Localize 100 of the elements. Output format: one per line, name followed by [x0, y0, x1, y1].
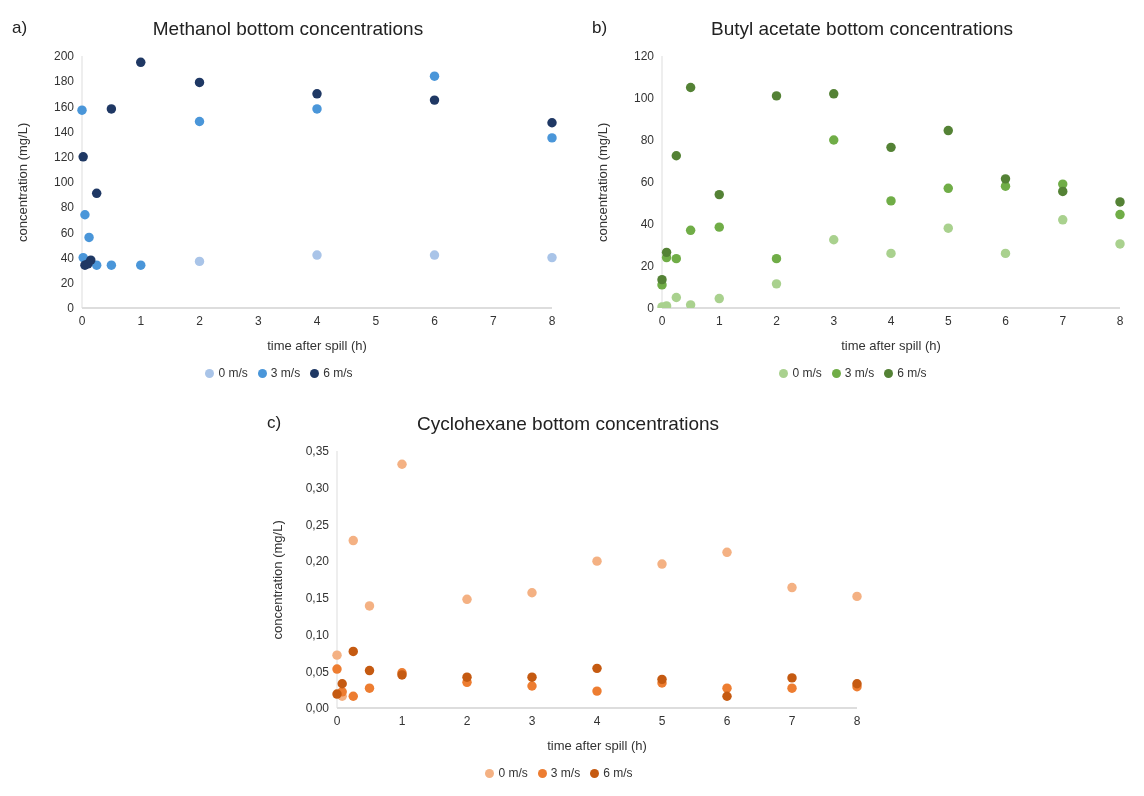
point — [78, 152, 88, 162]
text: b) — [592, 18, 608, 38]
point — [364, 683, 375, 693]
y-axis-title: concentration (mg/L) — [269, 520, 285, 640]
x-tick-label: 6 — [431, 313, 439, 328]
x-tick-label: 0 — [333, 713, 341, 728]
y-tick-label: 120 — [53, 150, 75, 165]
point — [91, 188, 102, 199]
legend-label: 0 m/s — [218, 366, 248, 380]
point — [722, 683, 732, 693]
point — [1115, 239, 1125, 249]
y-tick-label: 0,05 — [305, 664, 330, 679]
point — [829, 135, 839, 145]
legend-label: 0 m/s — [498, 766, 528, 780]
x-tick-label: 5 — [658, 713, 666, 728]
y-tick-label: 80 — [60, 200, 75, 215]
point — [397, 459, 407, 469]
point — [194, 256, 205, 267]
x-tick-label: 3 — [528, 713, 536, 728]
y-tick-label: 0 — [67, 301, 75, 316]
x-tick-label: 6 — [723, 713, 731, 728]
x-tick-label: 3 — [830, 313, 838, 328]
y-tick-label: 100 — [633, 91, 655, 106]
point — [86, 255, 96, 265]
x-axis-title: time after spill (h) — [267, 338, 367, 353]
point — [661, 247, 672, 258]
x-tick-label: 1 — [715, 313, 723, 328]
point — [714, 189, 724, 200]
point — [685, 225, 696, 236]
point — [771, 91, 782, 101]
y-axis-title: concentration (mg/L) — [594, 122, 610, 242]
x-axis-title: time after spill (h) — [841, 338, 941, 353]
point — [348, 691, 358, 701]
x-tick-label: 4 — [313, 313, 321, 328]
x-tick-label: 4 — [887, 313, 895, 328]
y-tick-label: 0,15 — [305, 591, 330, 606]
y-tick-label: 20 — [60, 276, 75, 291]
point — [332, 664, 342, 674]
y-tick-label: 80 — [640, 133, 655, 148]
point — [312, 89, 322, 99]
point — [771, 279, 782, 289]
point — [1058, 215, 1068, 225]
point — [943, 223, 953, 233]
point — [592, 686, 602, 696]
point — [592, 556, 602, 566]
point — [364, 601, 375, 611]
point — [84, 232, 94, 243]
point — [943, 183, 953, 194]
point — [592, 663, 602, 674]
x-tick-label: 5 — [372, 313, 380, 328]
point — [136, 57, 146, 68]
x-tick-label: 3 — [254, 313, 262, 328]
x-tick-label: 1 — [398, 713, 406, 728]
y-tick-label: 0 — [647, 301, 655, 316]
point — [348, 535, 358, 546]
point — [332, 689, 342, 699]
x-tick-label: 4 — [593, 713, 601, 728]
x-tick-label: 1 — [137, 313, 145, 328]
legend-label: 6 m/s — [603, 766, 633, 780]
legend-label: 6 m/s — [323, 366, 353, 380]
point — [462, 672, 472, 682]
point — [527, 588, 537, 598]
point — [312, 250, 322, 260]
point — [829, 89, 839, 99]
point — [194, 116, 205, 127]
point — [337, 679, 347, 689]
y-tick-label: 40 — [60, 250, 75, 265]
chart-title: Methanol bottom concentrations — [152, 18, 424, 39]
y-tick-label: 100 — [53, 175, 75, 190]
point — [852, 591, 862, 602]
legend-label: 3 m/s — [270, 366, 301, 380]
x-tick-label: 2 — [463, 713, 471, 728]
x-tick-label: 8 — [548, 313, 556, 328]
point — [685, 82, 696, 93]
point — [722, 691, 732, 701]
point — [527, 681, 537, 691]
x-tick-label: 2 — [196, 313, 204, 328]
point — [886, 248, 896, 259]
point — [771, 253, 782, 264]
y-tick-label: 140 — [53, 124, 75, 139]
point — [462, 594, 472, 605]
point — [364, 665, 375, 676]
point — [80, 210, 90, 220]
point — [106, 260, 117, 270]
x-tick-label: 7 — [489, 313, 497, 328]
point — [332, 650, 342, 660]
point — [886, 142, 896, 153]
x-tick-label: 8 — [853, 713, 861, 728]
point — [714, 293, 724, 304]
y-tick-label: 20 — [640, 259, 655, 274]
x-tick-label: 7 — [788, 713, 796, 728]
legend-label: 3 m/s — [550, 766, 581, 780]
point — [429, 71, 440, 81]
point — [312, 104, 322, 114]
point — [671, 253, 682, 264]
y-tick-label: 0,30 — [305, 480, 330, 495]
y-tick-label: 120 — [633, 49, 655, 64]
point — [527, 672, 537, 682]
x-axis-title: time after spill (h) — [547, 738, 647, 753]
point — [77, 105, 87, 115]
